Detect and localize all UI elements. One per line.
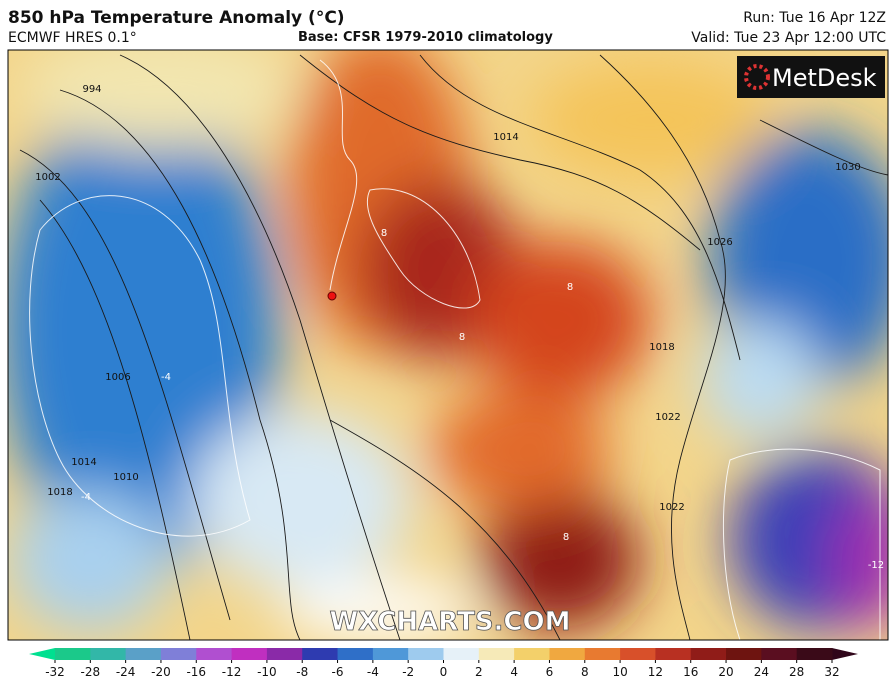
contour-label: 8 xyxy=(563,532,569,543)
colorbar-segment xyxy=(620,648,656,660)
colorbar-segment xyxy=(196,648,233,660)
colorbar-left-arrow xyxy=(29,648,55,660)
colorbar-segment xyxy=(584,648,621,660)
colorbar-tick-label: -16 xyxy=(186,665,206,679)
contour-label: -12 xyxy=(868,560,884,571)
contour-label: 8 xyxy=(567,282,573,293)
contour-label: 1006 xyxy=(105,372,130,383)
colorbar-tick-label: 16 xyxy=(683,665,698,679)
colorbar-segment xyxy=(302,648,339,660)
colorbar-tick-label: -28 xyxy=(81,665,101,679)
anomaly-field xyxy=(8,50,888,640)
valid: Valid: Tue 23 Apr 12:00 UTC xyxy=(691,30,886,46)
contour-label: 1014 xyxy=(493,132,518,143)
title: 850 hPa Temperature Anomaly (°C) xyxy=(8,8,345,28)
anomaly-contours xyxy=(29,59,881,640)
isobars xyxy=(19,54,888,640)
map-frame xyxy=(7,49,889,641)
colorbar-tick-label: 2 xyxy=(475,665,483,679)
colorbar-segment xyxy=(726,648,762,660)
run: Run: Tue 16 Apr 12Z xyxy=(743,10,886,26)
colorbar-segment xyxy=(160,648,197,660)
contour-label: 1026 xyxy=(707,237,732,248)
contour-label: -4 xyxy=(161,372,171,383)
colorbar-segment xyxy=(337,648,374,660)
contour-label: 8 xyxy=(459,332,465,343)
colorbar-tick-label: 10 xyxy=(612,665,627,679)
colorbar-segment xyxy=(90,648,127,660)
colorbar-tick-label: 6 xyxy=(546,665,554,679)
colorbar-tick-label: -2 xyxy=(402,665,414,679)
base: Base: CFSR 1979-2010 climatology xyxy=(298,30,553,45)
colorbar-segment xyxy=(796,648,833,660)
colorbar-segment xyxy=(372,648,409,660)
colorbar-tick-label: 24 xyxy=(754,665,769,679)
contour-label: 1018 xyxy=(649,342,674,353)
colorbar-segment xyxy=(266,648,303,660)
logo-icon xyxy=(744,64,770,90)
colorbar-segment xyxy=(408,648,444,660)
colorbar-segment xyxy=(655,648,692,660)
contour-label: 1030 xyxy=(835,162,860,173)
logo-box xyxy=(737,56,885,98)
colorbar-tick-label: 12 xyxy=(648,665,663,679)
contour-label: 1018 xyxy=(47,487,72,498)
colorbar-tick-label: -6 xyxy=(332,665,344,679)
colorbar-right-arrow xyxy=(832,648,858,660)
colorbar-tick-label: -24 xyxy=(116,665,136,679)
contour-label: 1022 xyxy=(655,412,680,423)
colorbar-segment xyxy=(125,648,162,660)
contour-label: 8 xyxy=(381,228,387,239)
contour-label: 1010 xyxy=(113,472,138,483)
colorbar-tick-label: -10 xyxy=(257,665,277,679)
colorbar-tick-label: -32 xyxy=(45,665,65,679)
location-marker xyxy=(327,291,337,301)
contour-label: 1014 xyxy=(71,457,96,468)
colorbar-segment xyxy=(514,648,550,660)
colorbar-tick-label: -8 xyxy=(296,665,308,679)
contour-label: -4 xyxy=(81,492,91,503)
colorbar-tick-label: 28 xyxy=(789,665,804,679)
colorbar-segment xyxy=(761,648,798,660)
model: ECMWF HRES 0.1° xyxy=(8,30,137,46)
colorbar-tick-label: -12 xyxy=(222,665,242,679)
colorbar-tick-label: -20 xyxy=(151,665,171,679)
colorbar-segment xyxy=(55,648,91,660)
colorbar-segment xyxy=(478,648,515,660)
colorbar-segment xyxy=(231,648,268,660)
logo: MetDesk xyxy=(772,64,877,92)
colorbar-tick-label: 8 xyxy=(581,665,589,679)
colorbar-tick-label: 4 xyxy=(510,665,518,679)
colorbar-tick-label: 32 xyxy=(824,665,839,679)
watermark: WXCHARTS.COM xyxy=(329,607,570,637)
colorbar-tick-label: -4 xyxy=(367,665,379,679)
contour-label: 1022 xyxy=(659,502,684,513)
colorbar-tick-label: 20 xyxy=(718,665,733,679)
colorbar-segment xyxy=(443,648,480,660)
colorbar-segment xyxy=(549,648,586,660)
colorbar-tick-label: 0 xyxy=(440,665,448,679)
contour-label: 1002 xyxy=(35,172,60,183)
colorbar-segment xyxy=(690,648,727,660)
contour-label: 994 xyxy=(82,84,101,95)
